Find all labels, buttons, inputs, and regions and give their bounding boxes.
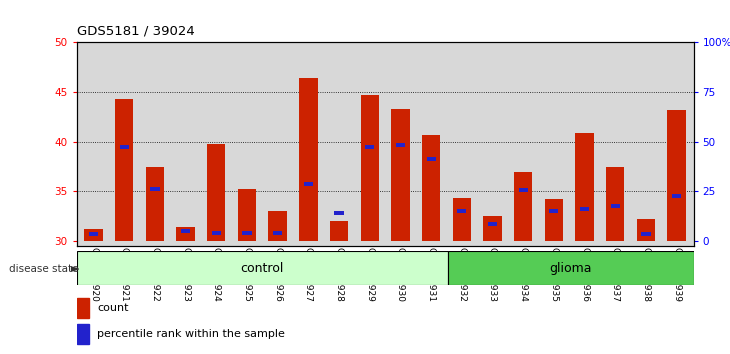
Bar <box>150 188 160 192</box>
Text: count: count <box>97 303 128 313</box>
Bar <box>672 194 681 198</box>
Text: glioma: glioma <box>550 262 592 275</box>
Bar <box>77 251 448 285</box>
Bar <box>667 110 685 241</box>
Bar <box>299 78 318 241</box>
Polygon shape <box>72 267 79 271</box>
Bar <box>177 227 195 241</box>
Bar <box>606 167 624 241</box>
Bar <box>85 229 103 241</box>
Bar <box>304 182 313 187</box>
Bar <box>334 211 344 215</box>
Bar <box>212 231 221 235</box>
Bar <box>273 231 283 235</box>
Bar <box>518 188 528 193</box>
Bar <box>365 145 374 149</box>
Bar <box>448 251 694 285</box>
Bar <box>120 145 128 149</box>
Bar <box>77 297 89 318</box>
Bar <box>545 199 563 241</box>
Bar <box>488 222 497 226</box>
Bar <box>453 198 471 241</box>
Bar <box>426 157 436 161</box>
Bar <box>422 135 440 241</box>
Bar <box>610 204 620 208</box>
Bar <box>549 209 558 213</box>
Text: GDS5181 / 39024: GDS5181 / 39024 <box>77 24 194 37</box>
Bar <box>89 232 98 236</box>
Bar <box>642 232 650 236</box>
Bar <box>238 189 256 241</box>
Bar <box>396 143 405 147</box>
Bar <box>330 221 348 241</box>
Bar <box>77 324 89 344</box>
Bar <box>457 209 466 213</box>
Bar <box>361 95 379 241</box>
Bar <box>181 229 191 233</box>
Bar <box>580 207 589 211</box>
Bar <box>242 231 252 235</box>
Bar <box>575 133 593 241</box>
Bar <box>207 144 226 241</box>
Bar <box>483 216 502 241</box>
Text: disease state: disease state <box>9 264 78 274</box>
Bar <box>637 219 655 241</box>
Text: control: control <box>241 262 284 275</box>
Bar <box>146 167 164 241</box>
Bar <box>514 172 532 241</box>
Text: percentile rank within the sample: percentile rank within the sample <box>97 329 285 339</box>
Bar <box>391 109 410 241</box>
Bar <box>115 99 134 241</box>
Bar <box>269 211 287 241</box>
